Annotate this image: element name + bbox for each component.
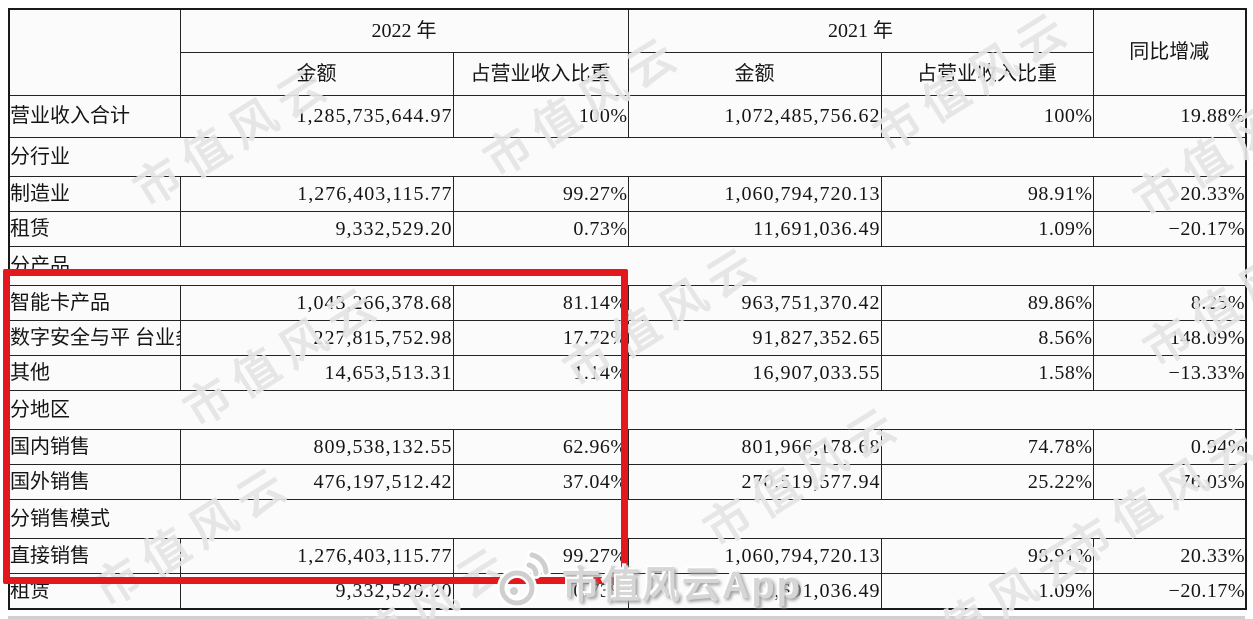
table-body: 营业收入合计 1,285,735,644.97 100% 1,072,485,756.… bbox=[8, 95, 1247, 610]
amount-2022: 1,276,403,115.77 bbox=[179, 176, 454, 212]
yoy-value: 8.25% bbox=[1092, 285, 1247, 321]
amount-2022: 809,538,132.55 bbox=[179, 429, 454, 465]
yoy-value: 20.33% bbox=[1092, 176, 1247, 212]
section-label: 分产品 bbox=[8, 246, 1247, 286]
amount-2021: 1,060,794,720.13 bbox=[627, 538, 882, 574]
col-header-yoy: 同比增减 bbox=[1092, 8, 1247, 96]
row-label: 国内销售 bbox=[8, 429, 181, 465]
table-row: 租赁 9,332,529.20 0.73% 11,691,036.49 1.09% −20… bbox=[8, 211, 1247, 247]
ratio-2022: 0.73% bbox=[452, 573, 629, 610]
row-label: 其他 bbox=[8, 355, 181, 391]
table-row: 营业收入合计 1,285,735,644.97 100% 1,072,485,756.… bbox=[8, 95, 1247, 138]
header-row-metrics: 金额 占营业收入比重 金额 占营业收入比重 bbox=[9, 52, 1246, 96]
section-row: 分销售模式 bbox=[8, 499, 1247, 539]
ratio-2022: 62.96% bbox=[452, 429, 629, 465]
amount-2021: 11,691,036.49 bbox=[627, 211, 882, 247]
amount-2022: 9,332,529.20 bbox=[179, 573, 454, 610]
table-row: 国外销售 476,197,512.42 37.04% 270,519,577.94 25… bbox=[8, 464, 1247, 500]
amount-2022: 14,653,513.31 bbox=[179, 355, 454, 391]
ratio-2022: 17.72% bbox=[452, 320, 629, 356]
ratio-2021: 1.09% bbox=[880, 211, 1094, 247]
amount-2021: 1,060,794,720.13 bbox=[627, 176, 882, 212]
table-row: 国内销售 809,538,132.55 62.96% 801,966,178.68 74… bbox=[8, 429, 1247, 465]
section-row: 分地区 bbox=[8, 390, 1247, 430]
table-row: 制造业 1,276,403,115.77 99.27% 1,060,794,720.1… bbox=[8, 176, 1247, 212]
table-head: 2022 年 2021 年 同比增减 金额 占营业收入比重 金额 占营业收入比重 bbox=[8, 8, 1247, 96]
amount-2021: 1,072,485,756.62 bbox=[627, 95, 882, 138]
revenue-breakdown-table: 2022 年 2021 年 同比增减 金额 占营业收入比重 金额 占营业收入比重… bbox=[8, 8, 1247, 610]
col-header-ratio-2021: 占营业收入比重 bbox=[880, 52, 1094, 96]
section-label: 分销售模式 bbox=[8, 499, 1247, 539]
ratio-2022: 100% bbox=[452, 95, 629, 138]
ratio-2021: 89.86% bbox=[880, 285, 1094, 321]
ratio-2021: 100% bbox=[880, 95, 1094, 138]
row-label: 数字安全与平 台业务 bbox=[8, 320, 181, 356]
section-label: 分行业 bbox=[8, 137, 1247, 177]
header-row-years: 2022 年 2021 年 同比增减 bbox=[8, 8, 1247, 96]
amount-2022: 1,276,403,115.77 bbox=[179, 538, 454, 574]
amount-2021: 801,966,178.68 bbox=[627, 429, 882, 465]
amount-2021: 11,691,036.49 bbox=[627, 573, 882, 610]
amount-2021: 963,751,370.42 bbox=[627, 285, 882, 321]
amount-2021: 91,827,352.65 bbox=[627, 320, 882, 356]
amount-2021: 270,519,577.94 bbox=[627, 464, 882, 500]
amount-2022: 476,197,512.42 bbox=[179, 464, 454, 500]
ratio-2021: 98.91% bbox=[880, 176, 1094, 212]
ratio-2022: 1.14% bbox=[452, 355, 629, 391]
table-row: 数字安全与平 台业务 227,815,752.98 17.72% 91,827,352… bbox=[8, 320, 1247, 356]
ratio-2022: 99.27% bbox=[452, 176, 629, 212]
ratio-2022: 99.27% bbox=[452, 538, 629, 574]
ratio-2021: 1.09% bbox=[880, 573, 1094, 610]
yoy-value: 0.94% bbox=[1092, 429, 1247, 465]
table-row: 智能卡产品 1,043,266,378.68 81.14% 963,751,370.4… bbox=[8, 285, 1247, 321]
row-label: 国外销售 bbox=[8, 464, 181, 500]
amount-2022: 1,285,735,644.97 bbox=[179, 95, 454, 138]
row-label: 租赁 bbox=[8, 573, 181, 610]
col-header-amount-2022: 金额 bbox=[179, 52, 454, 96]
yoy-value: −13.33% bbox=[1092, 355, 1247, 391]
ratio-2021: 8.56% bbox=[880, 320, 1094, 356]
ratio-2022: 81.14% bbox=[452, 285, 629, 321]
ratio-2022: 37.04% bbox=[452, 464, 629, 500]
yoy-value: 148.09% bbox=[1092, 320, 1247, 356]
table-row: 直接销售 1,276,403,115.77 99.27% 1,060,794,720.… bbox=[8, 538, 1247, 574]
col-header-ratio-2022: 占营业收入比重 bbox=[452, 52, 629, 96]
yoy-value: −20.17% bbox=[1092, 573, 1247, 610]
amount-2021: 16,907,033.55 bbox=[627, 355, 882, 391]
amount-2022: 9,332,529.20 bbox=[179, 211, 454, 247]
amount-2022: 1,043,266,378.68 bbox=[179, 285, 454, 321]
yoy-value: 76.03% bbox=[1092, 464, 1247, 500]
corner-cell bbox=[8, 8, 181, 96]
section-label: 分地区 bbox=[8, 390, 1247, 430]
ratio-2022: 0.73% bbox=[452, 211, 629, 247]
yoy-value: 19.88% bbox=[1092, 95, 1247, 138]
col-header-2021: 2021 年 bbox=[627, 8, 1094, 53]
ratio-2021: 1.58% bbox=[880, 355, 1094, 391]
yoy-value: 20.33% bbox=[1092, 538, 1247, 574]
table-row: 其他 14,653,513.31 1.14% 16,907,033.55 1.58% −1… bbox=[8, 355, 1247, 391]
section-row: 分行业 bbox=[8, 137, 1247, 177]
amount-2022: 227,815,752.98 bbox=[179, 320, 454, 356]
row-label: 直接销售 bbox=[8, 538, 181, 574]
col-header-amount-2021: 金额 bbox=[627, 52, 882, 96]
ratio-2021: 74.78% bbox=[880, 429, 1094, 465]
next-row-sliver bbox=[8, 616, 1245, 619]
row-label: 租赁 bbox=[8, 211, 181, 247]
yoy-value: −20.17% bbox=[1092, 211, 1247, 247]
ratio-2021: 98.91% bbox=[880, 538, 1094, 574]
section-row: 分产品 bbox=[8, 246, 1247, 286]
col-header-2022: 2022 年 bbox=[179, 8, 629, 53]
row-label: 智能卡产品 bbox=[8, 285, 181, 321]
row-label: 制造业 bbox=[8, 176, 181, 212]
table-row: 租赁 9,332,529.20 0.73% 11,691,036.49 1.09% −20… bbox=[8, 573, 1247, 610]
row-label: 营业收入合计 bbox=[8, 95, 181, 138]
ratio-2021: 25.22% bbox=[880, 464, 1094, 500]
